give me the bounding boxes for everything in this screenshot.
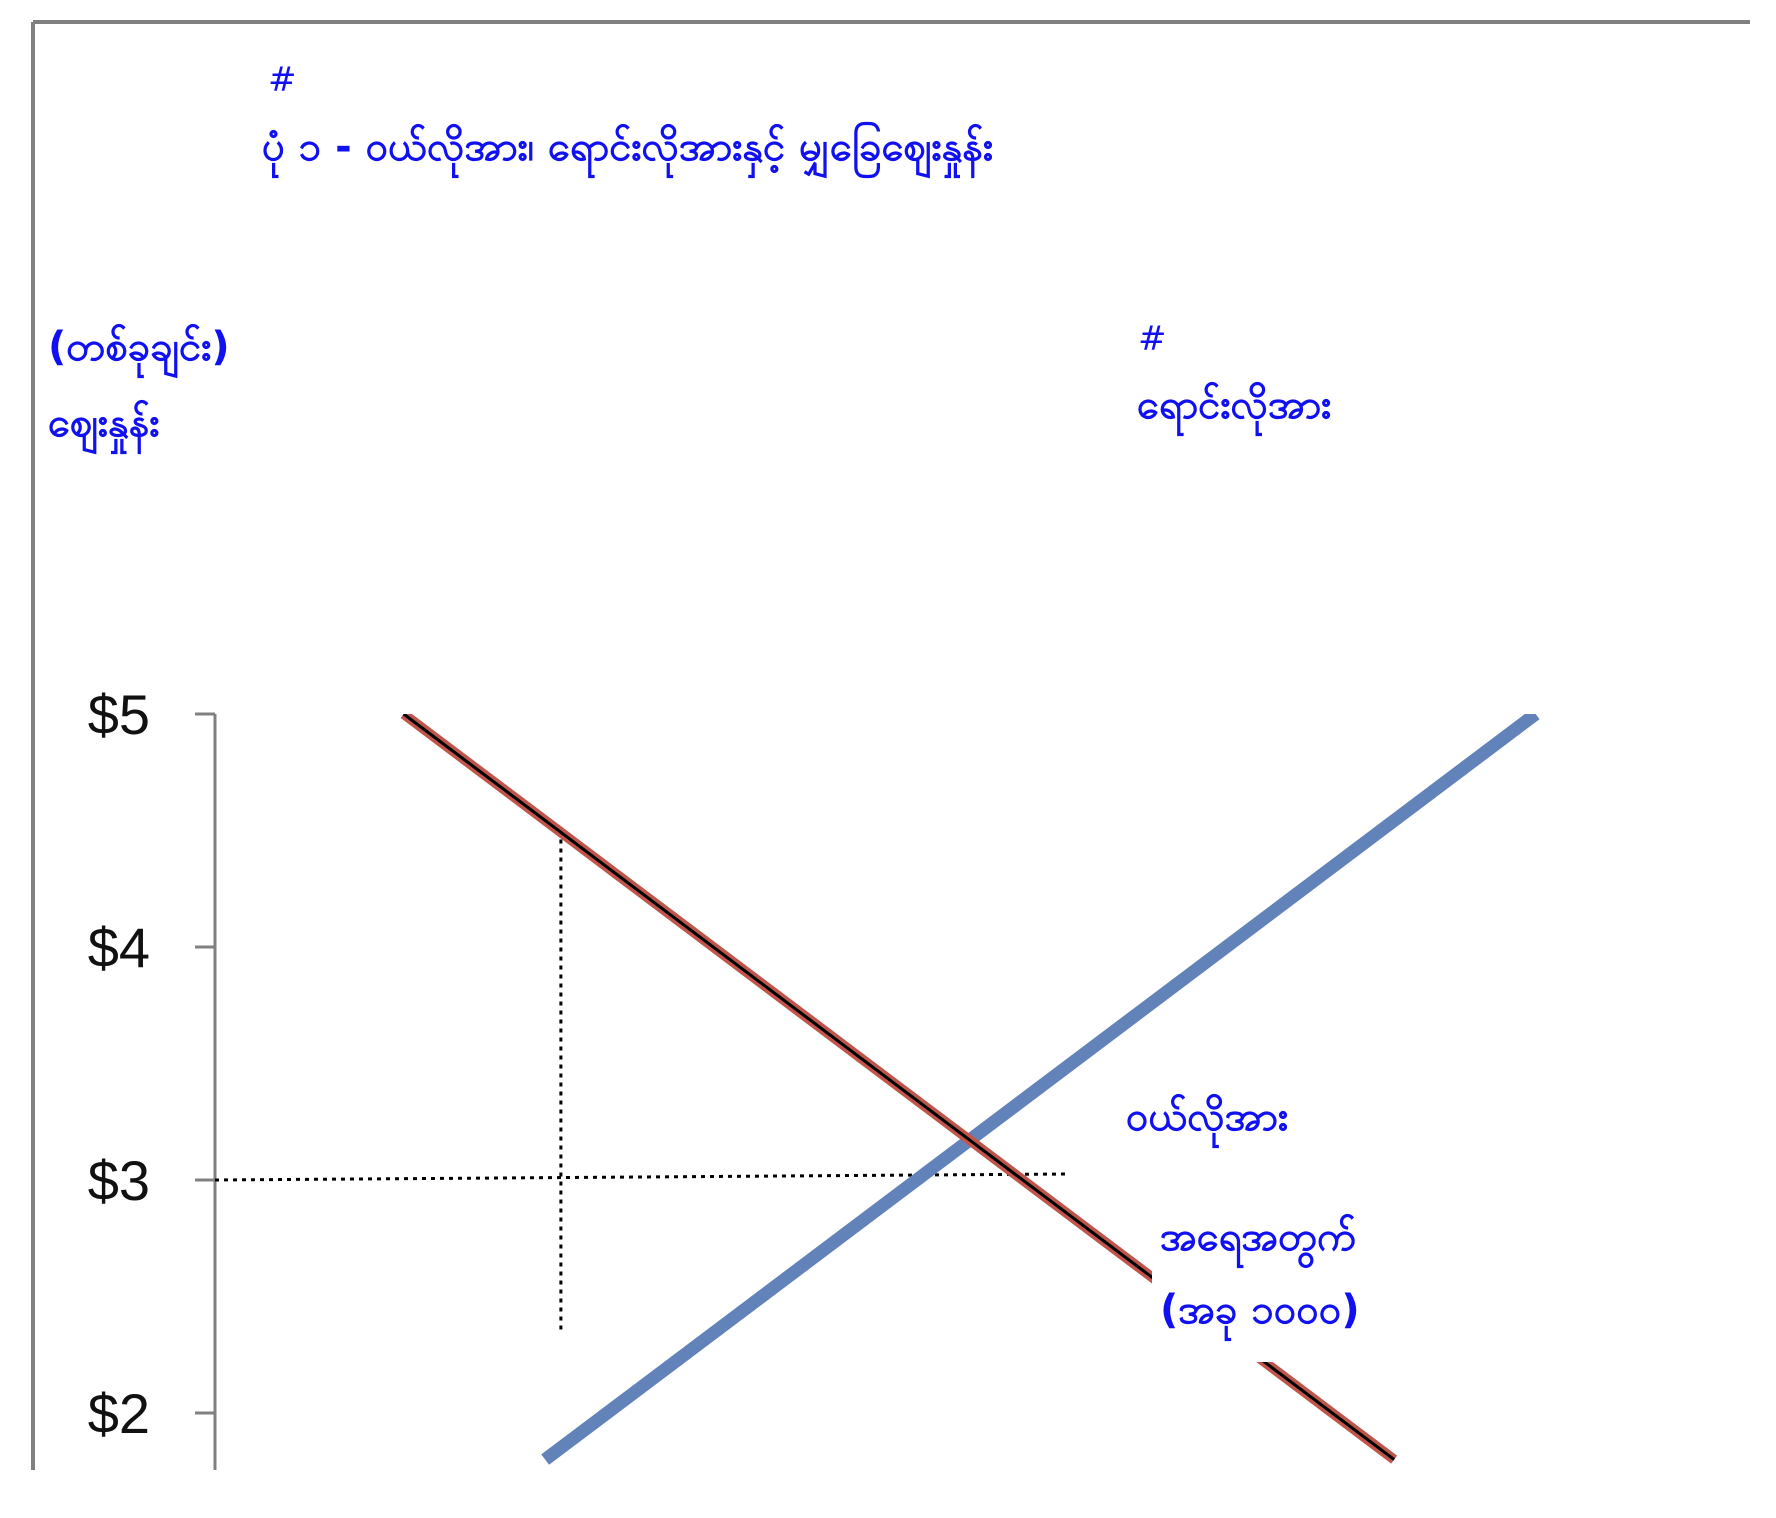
demand-label-bg (1122, 1095, 1342, 1140)
y-tick-label: $3 (88, 1149, 150, 1212)
supply-curve (541, 714, 1540, 1465)
chart-title: ပုံ ၁ - ဝယ်လိုအား၊ ရောင်းလိုအားနှင့် မျှ… (262, 122, 993, 179)
y-axis-ticks: $5 $4 $3 $2 (88, 683, 215, 1445)
y-tick-label: $5 (88, 683, 150, 746)
y-axis-label-line2: ဈေးနှုန်း (48, 400, 160, 455)
supply-curve-label: ရောင်းလိုအား (1137, 382, 1331, 437)
x-axis-label-line1: အရေအတွက် (1160, 1214, 1356, 1269)
y-tick-label: $4 (88, 916, 150, 979)
quantity-label-bg (1152, 1207, 1400, 1362)
y-axis-label-line1: (တစ်ခုချင်း) (48, 324, 230, 379)
reference-price-line (214, 1172, 1066, 1182)
x-axis-label-line2: (အခု ၁၀၀၀) (1160, 1287, 1360, 1342)
y-tick-label: $2 (88, 1382, 150, 1445)
supply-marker: # (1138, 319, 1167, 359)
demand-curve-label: ဝယ်လိုအား (1126, 1094, 1288, 1149)
title-marker: # (268, 60, 297, 100)
